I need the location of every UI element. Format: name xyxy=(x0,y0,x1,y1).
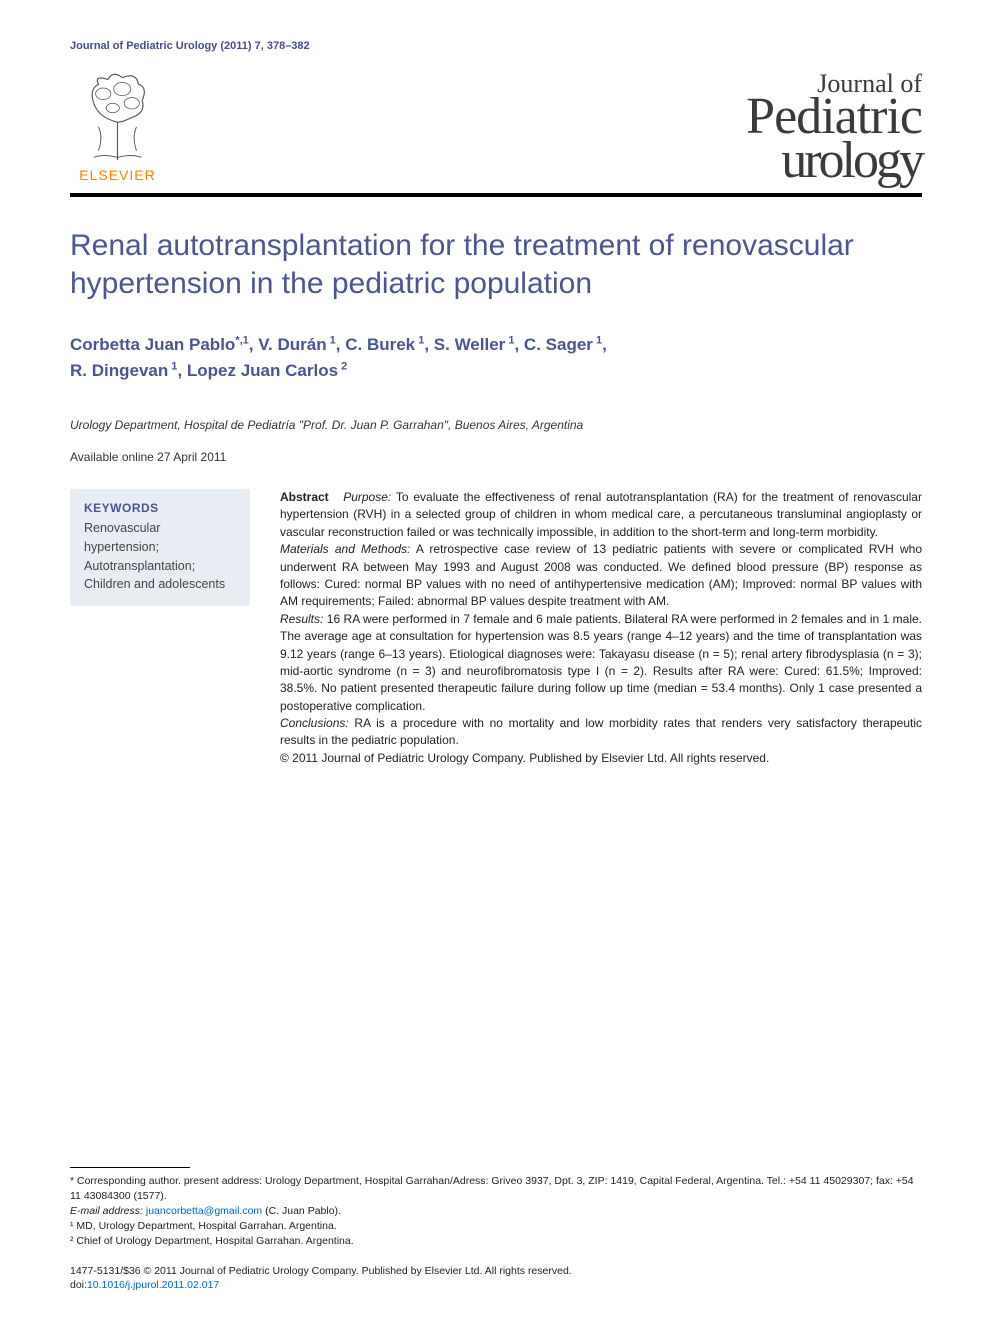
article-title: Renal autotransplantation for the treatm… xyxy=(70,227,922,302)
abstract-results-label: Results: xyxy=(280,612,323,626)
abstract-conclusions-text: RA is a procedure with no mortality and … xyxy=(280,716,922,747)
author-5: C. Sager xyxy=(524,335,593,354)
journal-citation: Journal of Pediatric Urology (2011) 7, 3… xyxy=(70,40,922,52)
journal-logo: Journal of Pediatric urology xyxy=(746,73,922,183)
authors-list: Corbetta Juan Pablo*,1, V. Durán 1, C. B… xyxy=(70,332,922,383)
pub-copyright-line: 1477-5131/$36 © 2011 Journal of Pediatri… xyxy=(70,1264,922,1279)
author-1: Corbetta Juan Pablo xyxy=(70,335,235,354)
abstract-copyright: © 2011 Journal of Pediatric Urology Comp… xyxy=(280,750,922,767)
author-2: V. Durán xyxy=(258,335,326,354)
footnote-rule xyxy=(70,1167,190,1168)
footnotes: * Corresponding author. present address:… xyxy=(70,1174,922,1250)
abstract-block: Abstract Purpose: To evaluate the effect… xyxy=(280,489,922,767)
keywords-box: KEYWORDS Renovascular hypertension; Auto… xyxy=(70,489,250,606)
footnote-1: ¹ MD, Urology Department, Hospital Garra… xyxy=(70,1219,922,1234)
author-7: Lopez Juan Carlos xyxy=(187,361,338,380)
keywords-abstract-row: KEYWORDS Renovascular hypertension; Auto… xyxy=(70,489,922,767)
footnote-2: ² Chief of Urology Department, Hospital … xyxy=(70,1234,922,1249)
elsevier-tree-icon xyxy=(70,70,165,165)
journal-logo-line3: urology xyxy=(746,139,922,183)
abstract-conclusions-label: Conclusions: xyxy=(280,716,349,730)
abstract-results-text: 16 RA were performed in 7 female and 6 m… xyxy=(280,612,922,713)
author-3: C. Burek xyxy=(345,335,415,354)
author-4: S. Weller xyxy=(434,335,506,354)
doi-link[interactable]: 10.1016/j.jpurol.2011.02.017 xyxy=(87,1279,219,1291)
abstract-lead: Abstract xyxy=(280,490,329,504)
author-6: R. Dingevan xyxy=(70,361,168,380)
publisher-name: ELSEVIER xyxy=(79,167,155,183)
publisher-logo-block: ELSEVIER xyxy=(70,70,165,183)
footnote-email-label: E-mail address: xyxy=(70,1205,143,1217)
available-online-date: Available online 27 April 2011 xyxy=(70,450,922,464)
publication-info: 1477-5131/$36 © 2011 Journal of Pediatri… xyxy=(70,1264,922,1293)
keywords-list: Renovascular hypertension; Autotransplan… xyxy=(84,519,236,594)
affiliation: Urology Department, Hospital de Pediatrí… xyxy=(70,418,922,432)
footnote-email-person: (C. Juan Pablo). xyxy=(265,1205,341,1217)
header-rule xyxy=(70,193,922,197)
abstract-methods-label: Materials and Methods: xyxy=(280,542,410,556)
footnote-email-link[interactable]: juancorbetta@gmail.com xyxy=(146,1205,262,1217)
abstract-purpose-label: Purpose: xyxy=(343,490,391,504)
header-row: ELSEVIER Journal of Pediatric urology xyxy=(70,70,922,183)
doi-label: doi: xyxy=(70,1279,87,1291)
footer-block: * Corresponding author. present address:… xyxy=(70,1167,922,1293)
footnote-corresponding: * Corresponding author. present address:… xyxy=(70,1174,922,1204)
keywords-heading: KEYWORDS xyxy=(84,501,236,515)
